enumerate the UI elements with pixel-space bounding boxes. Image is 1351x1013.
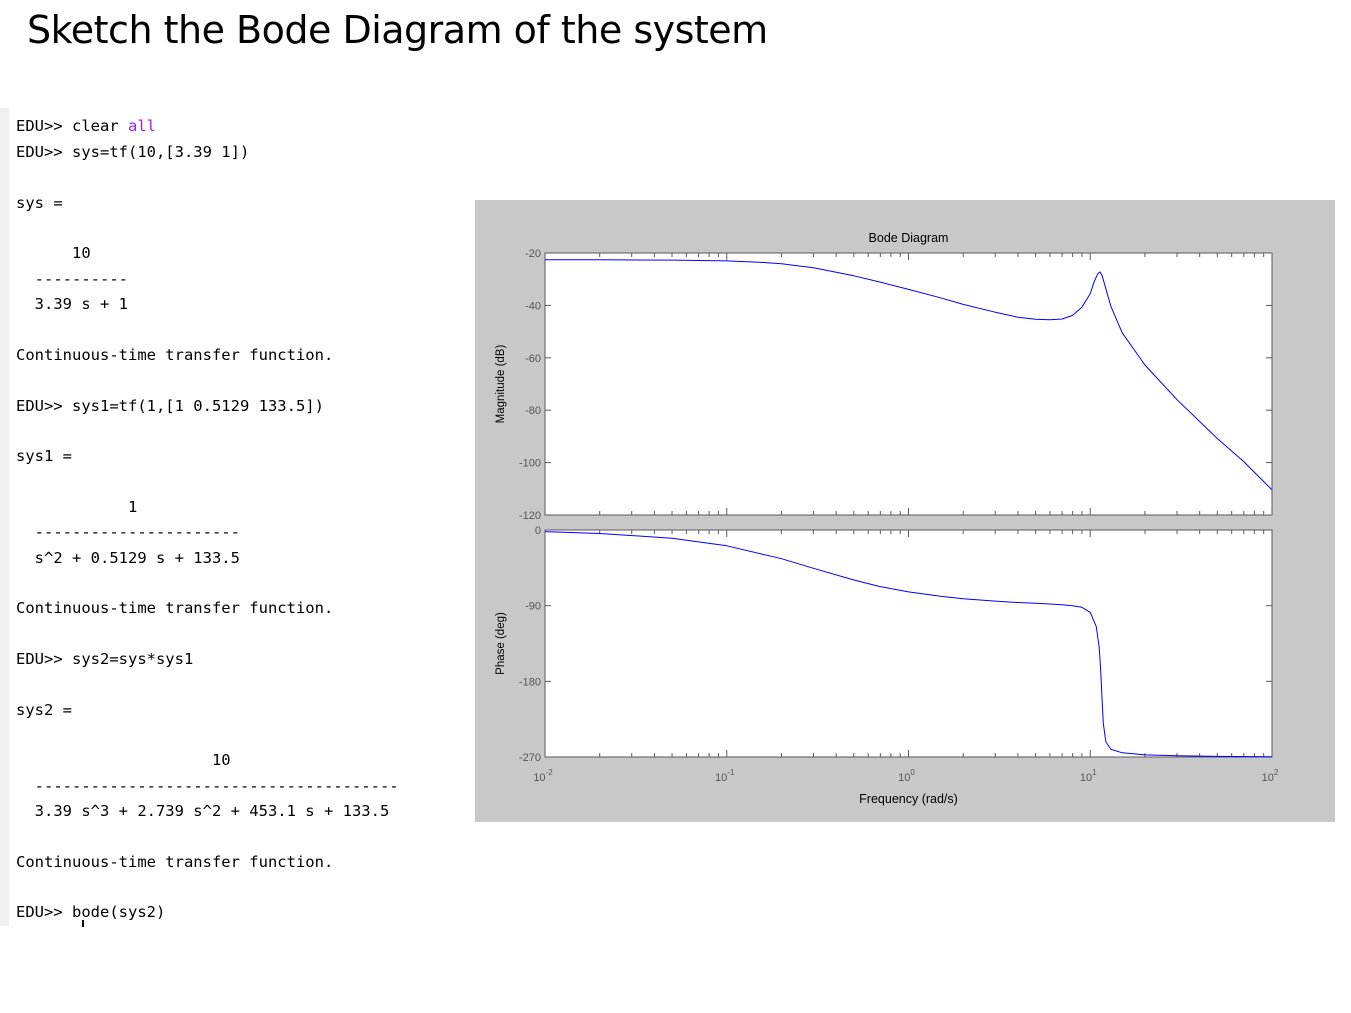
- console-line: EDU>> sys=tf(10,[3.39 1]): [16, 143, 249, 161]
- x-tick-label: 102: [1262, 768, 1279, 784]
- phase-y-tick-label: -270: [519, 752, 541, 764]
- x-tick-label-base: 10: [715, 772, 727, 784]
- phase-y-tick-label: -90: [525, 601, 541, 613]
- console-line: sys1 =: [16, 447, 72, 465]
- console-line: ----------: [16, 270, 128, 288]
- console-line: EDU>> sys1=tf(1,[1 0.5129 133.5]): [16, 397, 324, 415]
- console-line: 10: [16, 244, 91, 262]
- console-line: EDU>> clear all: [16, 117, 156, 135]
- console-line-text: 3.39 s^3 + 2.739 s^2 + 453.1 s + 133.5: [16, 802, 390, 820]
- console-line-text: ----------------------: [16, 523, 240, 541]
- text-cursor: [82, 920, 84, 927]
- x-tick-label: 101: [1080, 768, 1097, 784]
- console-line: ---------------------------------------: [16, 777, 399, 795]
- console-line-text: EDU>> sys1=tf(1,[1 0.5129 133.5]): [16, 397, 324, 415]
- x-tick-label: 10-2: [533, 768, 553, 784]
- bode-figure: -20 -40 -60 -80 -100 -120 Magnitude (dB) 0 -90 -1…: [475, 200, 1335, 822]
- x-tick-label-base: 10: [898, 772, 910, 784]
- console-line-text: sys2 =: [16, 701, 72, 719]
- console-line-text: ----------: [16, 270, 128, 288]
- phase-y-tick-label: 0: [535, 525, 541, 537]
- console-line: 3.39 s^3 + 2.739 s^2 + 453.1 s + 133.5: [16, 802, 390, 820]
- console-keyword: all: [127, 117, 156, 135]
- matlab-command-window[interactable]: EDU>> clear all EDU>> sys=tf(10,[3.39 1])…: [0, 108, 476, 926]
- magnitude-series-line: [545, 259, 1273, 491]
- console-line-text: EDU>> sys=tf(10,[3.39 1]): [16, 143, 250, 161]
- console-line-text: sys1 =: [16, 447, 72, 465]
- chart-title: Bode Diagram: [869, 231, 949, 245]
- x-tick-label-exponent: -2: [546, 768, 554, 777]
- magnitude-y-tick-label: -100: [519, 458, 541, 470]
- x-tick-label-exponent: -1: [727, 768, 735, 777]
- phase-axes: [544, 529, 1273, 758]
- console-line-text: Continuous-time transfer function.: [16, 853, 334, 871]
- console-line-text: 1: [16, 498, 138, 516]
- console-line: s^2 + 0.5129 s + 133.5: [16, 549, 240, 567]
- console-line: ----------------------: [16, 523, 240, 541]
- console-line: sys =: [16, 194, 63, 212]
- console-line-text: s^2 + 0.5129 s + 133.5: [16, 549, 240, 567]
- x-tick-label: 10-1: [715, 768, 735, 784]
- console-line: Continuous-time transfer function.: [16, 599, 333, 617]
- phase-y-tick-label: -180: [519, 676, 541, 688]
- console-line-text: ---------------------------------------: [16, 777, 399, 795]
- console-line-text: Continuous-time transfer function.: [16, 346, 334, 364]
- magnitude-ylabel: Magnitude (dB): [495, 345, 507, 424]
- x-tick-label-base: 10: [533, 772, 545, 784]
- magnitude-y-tick-label: -20: [525, 248, 541, 260]
- console-line: Continuous-time transfer function.: [16, 346, 333, 364]
- magnitude-y-tick-label: -60: [525, 353, 541, 365]
- x-tick-label-exponent: 2: [1274, 768, 1279, 777]
- console-line: Continuous-time transfer function.: [16, 853, 333, 871]
- console-line-text: 10: [16, 244, 91, 262]
- slide-title: Sketch the Bode Diagram of the system: [27, 8, 768, 52]
- magnitude-y-tick-label: -80: [525, 405, 541, 417]
- magnitude-y-tick-label: -40: [525, 300, 541, 312]
- console-line: 1: [16, 498, 137, 516]
- console-line: EDU>> bode(sys2): [16, 903, 165, 921]
- console-line-text: EDU>> clear: [16, 117, 128, 135]
- magnitude-y-tick-label: -120: [519, 510, 541, 522]
- chart-xlabel: Frequency (rad/s): [859, 792, 958, 806]
- phase-ylabel: Phase (deg): [495, 612, 507, 675]
- console-line-text: EDU>> bode(sys2): [16, 903, 166, 921]
- phase-series-line: [544, 531, 1273, 758]
- console-line-text: 3.39 s + 1: [16, 295, 128, 313]
- console-line-text: Continuous-time transfer function.: [16, 599, 334, 617]
- x-tick-label: 100: [898, 768, 915, 784]
- console-line-text: EDU>> sys2=sys*sys1: [16, 650, 194, 668]
- console-line: sys2 =: [16, 701, 72, 719]
- console-line-text: 10: [16, 751, 231, 769]
- x-tick-label-exponent: 1: [1092, 768, 1097, 777]
- console-line: EDU>> sys2=sys*sys1: [16, 650, 193, 668]
- x-tick-label-base: 10: [1262, 772, 1274, 784]
- magnitude-axes: [544, 252, 1273, 516]
- console-line: 3.39 s + 1: [16, 295, 128, 313]
- x-tick-label-base: 10: [1080, 772, 1092, 784]
- x-tick-label-exponent: 0: [910, 768, 915, 777]
- console-line: 10: [16, 751, 231, 769]
- console-line-text: sys =: [16, 194, 63, 212]
